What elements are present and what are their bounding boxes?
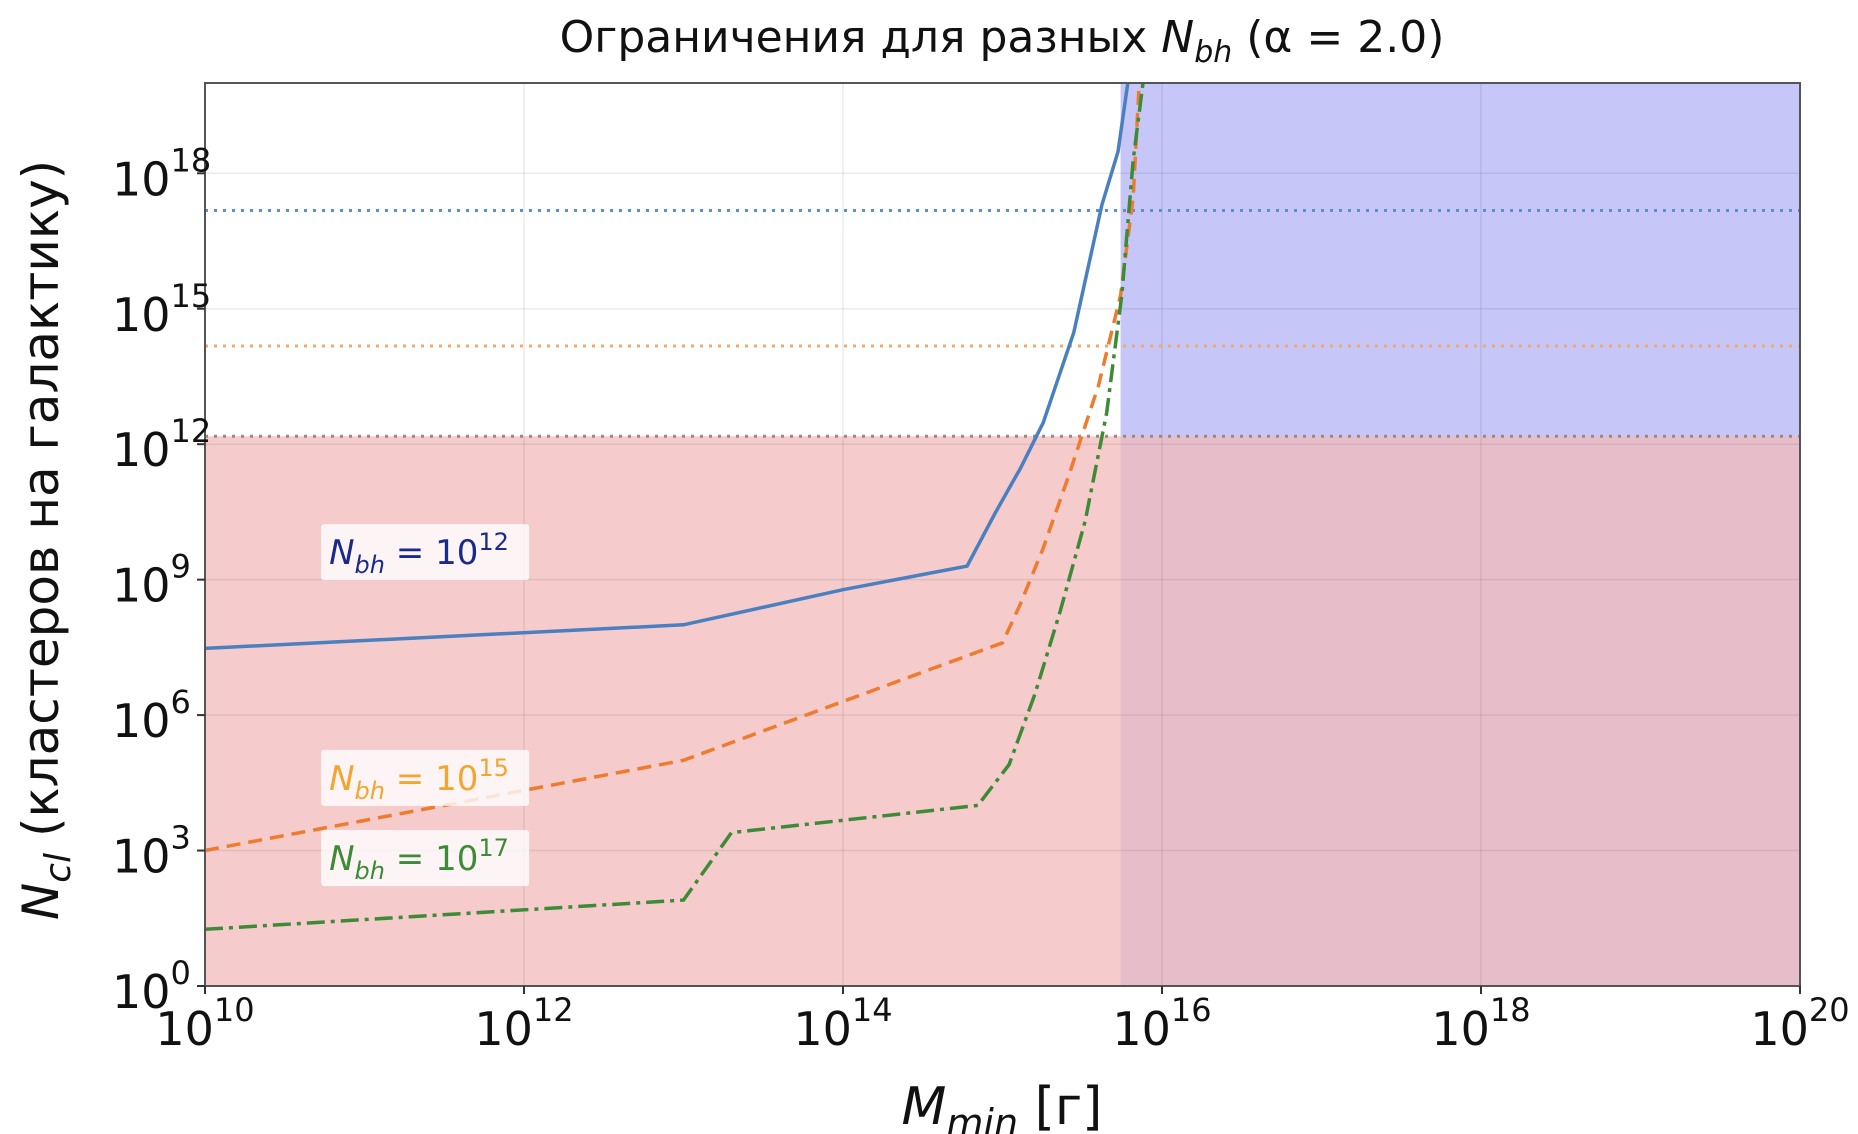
y-tick-label: 1018 xyxy=(112,141,211,206)
x-axis-label: Mmin [г] xyxy=(902,1077,1103,1134)
x-axis-ticks: 1010 1012 1014 1016 1018 1020 xyxy=(155,986,1850,1056)
y-tick-label: 103 xyxy=(112,819,191,884)
y-tick-label: 106 xyxy=(112,683,191,748)
series-label-background xyxy=(321,749,530,806)
series-label-nbh-15: Nbh = 1015 xyxy=(329,754,509,805)
x-tick-label: 1018 xyxy=(1431,991,1530,1056)
series-label-background xyxy=(321,830,530,887)
x-tick-label: 1014 xyxy=(793,991,892,1056)
y-tick-label: 1012 xyxy=(112,412,211,477)
x-tick-label: 1010 xyxy=(155,991,254,1056)
series-line-nbh-15 xyxy=(204,82,1141,853)
x-tick-label: 1016 xyxy=(1112,991,1211,1056)
series-label-nbh-12: Nbh = 1012 xyxy=(329,528,509,579)
plot-border xyxy=(204,82,1801,987)
series-line-nbh-12 xyxy=(204,82,1130,651)
region-red-excluded xyxy=(205,436,1800,986)
y-tick-label: 109 xyxy=(112,548,191,613)
series-label-background xyxy=(321,524,530,581)
series-labels: Nbh = 1012 Nbh = 1015 Nbh = 1017 xyxy=(321,524,530,887)
chart-title: Ограничения для разных Nbh (α = 2.0) xyxy=(560,12,1445,70)
plot-frame xyxy=(204,82,1801,987)
series-lines xyxy=(204,82,1145,932)
y-tick-label: 100 xyxy=(112,954,191,1019)
y-axis-label: Ncl (кластеров на галактику) xyxy=(12,160,79,920)
series-label-nbh-17: Nbh = 1017 xyxy=(329,834,509,885)
y-tick-label: 1015 xyxy=(112,277,211,342)
x-tick-label: 1020 xyxy=(1750,991,1849,1056)
series-line-nbh-17 xyxy=(204,82,1145,932)
y-axis-ticks: 100 103 106 109 1012 1015 1018 xyxy=(112,141,211,1019)
x-tick-label: 1012 xyxy=(474,991,573,1056)
